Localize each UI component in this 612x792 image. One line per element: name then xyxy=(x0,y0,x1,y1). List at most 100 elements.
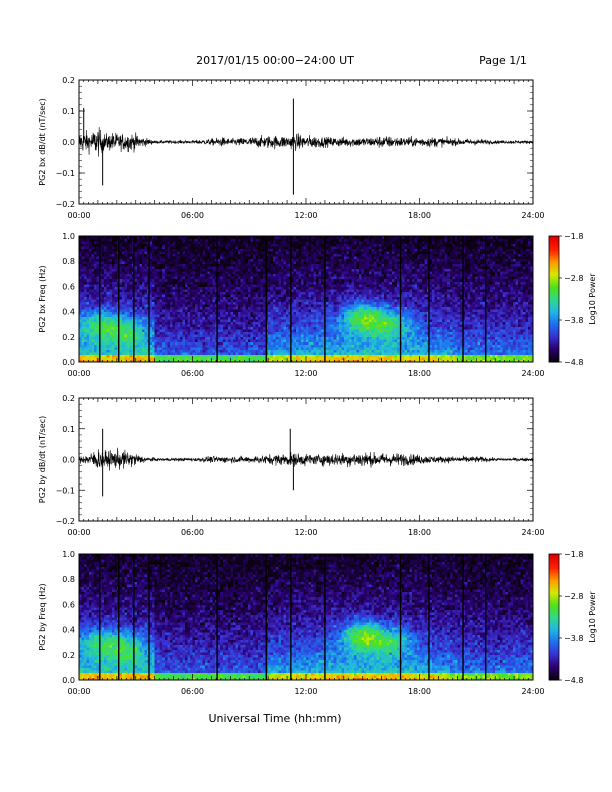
spectrogram-cell xyxy=(278,354,282,358)
spectrogram-cell xyxy=(142,319,145,323)
spectrogram-cell xyxy=(187,243,191,247)
spectrogram-cell xyxy=(114,263,118,267)
spectrogram-cell xyxy=(283,316,287,320)
spectrogram-cell xyxy=(182,281,186,285)
spectrogram-cell xyxy=(137,293,140,297)
spectrogram-cell xyxy=(89,349,93,353)
spectrogram-cell xyxy=(84,253,87,257)
spectrogram-cell xyxy=(225,334,229,338)
spectrogram-cell xyxy=(255,283,259,287)
spectrogram-cell xyxy=(227,256,231,260)
spectrogram-cell xyxy=(278,324,282,328)
spectrogram-cell xyxy=(106,296,110,300)
spectrogram-cell xyxy=(157,329,161,333)
spectrogram-cell xyxy=(250,266,254,270)
spectrogram-cell xyxy=(157,293,161,297)
spectrogram-cell xyxy=(311,351,314,355)
spectrogram-cell xyxy=(81,341,85,345)
spectrogram-cell xyxy=(285,324,289,328)
spectrogram-cell xyxy=(182,309,186,312)
spectrogram-cell xyxy=(184,326,188,330)
spectrogram-cell xyxy=(288,354,292,358)
spectrogram-cell xyxy=(197,248,201,252)
spectrogram-cell xyxy=(144,356,148,360)
spectrogram-cell xyxy=(306,248,309,252)
spectrogram-cell xyxy=(288,334,292,338)
spectrogram-cell xyxy=(197,339,201,343)
spectrogram-cell xyxy=(298,288,302,292)
spectrogram-cell xyxy=(111,349,115,353)
spectrogram-cell xyxy=(154,286,158,290)
spectrogram-cell xyxy=(149,258,153,262)
spectrogram-cell xyxy=(293,319,297,323)
spectrogram-cell xyxy=(94,301,98,305)
spectrogram-cell xyxy=(255,243,259,247)
spectrogram-cell xyxy=(157,276,161,280)
spectrogram-cell xyxy=(245,329,249,333)
spectrogram-cell xyxy=(152,248,156,252)
spectrogram-cell xyxy=(263,256,267,260)
spectrogram-cell xyxy=(86,334,90,338)
spectrogram-cell xyxy=(225,256,229,260)
spectrogram-cell xyxy=(260,341,264,345)
spectrogram-cell xyxy=(81,346,85,350)
spectrogram-cell xyxy=(86,309,90,312)
spectrogram-cell xyxy=(134,256,138,260)
spectrogram-cell xyxy=(258,286,261,290)
spectrogram-cell xyxy=(205,276,209,280)
spectrogram-cell xyxy=(174,311,178,315)
spectrogram-cell xyxy=(104,256,108,260)
spectrogram-cell xyxy=(182,236,186,239)
spectrogram-cell xyxy=(298,354,302,358)
spectrogram-cell xyxy=(154,236,158,239)
spectrogram-cell xyxy=(285,314,289,318)
spectrogram-cell xyxy=(268,306,272,310)
spectrogram-cell xyxy=(84,271,87,275)
spectrogram-cell xyxy=(245,306,249,310)
spectrogram-cell xyxy=(278,261,282,265)
spectrogram-cell xyxy=(91,278,95,282)
spectrogram-cell xyxy=(81,351,85,355)
spectrogram-cell xyxy=(86,339,90,343)
spectrogram-cell xyxy=(311,299,314,302)
spectrogram-cell xyxy=(149,276,153,280)
spectrogram-cell xyxy=(189,261,193,265)
spectrogram-cell xyxy=(154,319,158,323)
spectrogram-cell xyxy=(86,359,90,363)
spectrogram-cell xyxy=(308,339,312,343)
spectrogram-cell xyxy=(298,326,302,330)
spectrogram-cell xyxy=(202,316,206,320)
spectrogram-cell xyxy=(247,339,251,343)
spectrogram-cell xyxy=(94,296,98,300)
spectrogram-cell xyxy=(265,281,269,285)
spectrogram-cell xyxy=(225,268,229,272)
spectrogram-cell xyxy=(247,319,251,323)
spectrogram-cell xyxy=(283,276,287,280)
spectrogram-cell xyxy=(86,306,90,310)
spectrogram-cell xyxy=(172,243,176,247)
spectrogram-cell xyxy=(306,236,309,239)
spectrogram-cell xyxy=(137,256,140,260)
spectrogram-cell xyxy=(260,263,264,267)
spectrogram-cell xyxy=(79,256,82,260)
spectrogram-cell xyxy=(109,273,113,277)
spectrogram-cell xyxy=(230,326,234,330)
spectrogram-cell xyxy=(205,349,209,353)
spectrogram-cell xyxy=(79,276,82,280)
spectrogram-cell xyxy=(242,339,246,343)
spectrogram-cell xyxy=(124,339,128,343)
spectrogram-cell xyxy=(265,311,269,315)
spectrogram-cell xyxy=(225,356,229,360)
spectrogram-cell xyxy=(222,339,226,343)
spectrogram-cell xyxy=(86,253,90,257)
spectrogram-cell xyxy=(137,241,140,244)
spectrogram-cell xyxy=(134,334,138,338)
spectrogram-cell xyxy=(227,309,231,312)
spectrogram-cell xyxy=(300,248,304,252)
spectrogram-cell xyxy=(242,278,246,282)
spectrogram-cell xyxy=(159,248,163,252)
spectrogram-cell xyxy=(172,268,176,272)
spectrogram-cell xyxy=(306,276,309,280)
spectrogram-cell xyxy=(106,258,110,262)
spectrogram-cell xyxy=(164,256,168,260)
